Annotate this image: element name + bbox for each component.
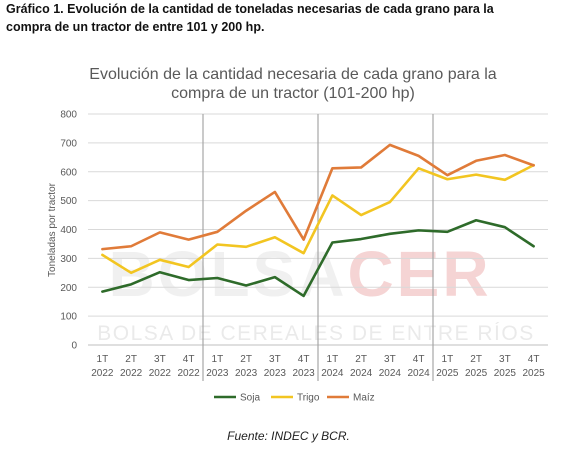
x-tick-quarter-label: 4T [528, 354, 540, 365]
x-tick-quarter-label: 3T [269, 354, 281, 365]
x-axis: 1T 2022 2T 2022 3T 2022 4T 2022 1T 2023 2T 2023 3T 20… [91, 354, 545, 379]
series-line-soja [101, 218, 535, 298]
series-lines [101, 143, 535, 298]
x-tick-year-label: 2023 [206, 368, 229, 379]
x-tick-year-label: 2025 [465, 368, 488, 379]
x-tick-year-label: 2025 [494, 368, 517, 379]
y-tick-label: 300 [60, 254, 77, 265]
y-tick-label: 500 [60, 196, 77, 207]
x-tick-year-label: 2022 [178, 368, 201, 379]
legend: Soja Trigo Maíz [214, 393, 375, 404]
y-axis-label: Toneladas por tractor [47, 182, 58, 277]
y-tick-label: 100 [60, 312, 77, 323]
x-tick-quarter-label: 4T [413, 354, 425, 365]
x-tick-quarter-label: 3T [384, 354, 396, 365]
watermark-subtitle: BOLSA DE CEREALES DE ENTRE RÍOS [97, 322, 534, 345]
chart-title-line-1: Evolución de la cantidad necesaria de ca… [89, 66, 496, 83]
x-tick-quarter-label: 2T [470, 354, 482, 365]
x-tick-year-label: 2024 [379, 368, 402, 379]
caption-line-1: Gráfico 1. Evolución de la cantidad de t… [6, 2, 494, 16]
y-tick-label: 800 [60, 110, 77, 121]
x-tick-quarter-label: 3T [154, 354, 166, 365]
x-tick-year-label: 2023 [293, 368, 316, 379]
x-tick-year-label: 2025 [436, 368, 459, 379]
series-line-maíz [101, 143, 535, 251]
x-tick-quarter-label: 2T [125, 354, 137, 365]
line-chart: BOLSACER BOLSA DE CEREALES DE ENTRE RÍOS… [47, 66, 548, 404]
x-tick-year-label: 2024 [321, 368, 344, 379]
x-tick-year-label: 2024 [408, 368, 431, 379]
x-tick-year-label: 2022 [149, 368, 172, 379]
legend-label: Trigo [297, 393, 320, 404]
x-tick-quarter-label: 2T [240, 354, 252, 365]
x-tick-quarter-label: 1T [97, 354, 109, 365]
y-axis: 0 100 200 300 400 500 600 700 800 [60, 110, 77, 352]
x-tick-quarter-label: 4T [298, 354, 310, 365]
y-tick-label: 200 [60, 283, 77, 294]
chart-title-line-2: compra de un tractor (101-200 hp) [171, 85, 415, 102]
x-tick-quarter-label: 4T [183, 354, 195, 365]
legend-label: Maíz [353, 393, 375, 404]
x-tick-year-label: 2024 [350, 368, 373, 379]
y-tick-label: 700 [60, 138, 77, 149]
x-tick-year-label: 2022 [120, 368, 143, 379]
x-tick-quarter-label: 3T [499, 354, 511, 365]
series-line-trigo [101, 163, 535, 275]
figure-caption: Gráfico 1. Evolución de la cantidad de t… [6, 0, 576, 36]
source-note: Fuente: INDEC y BCR. [227, 429, 350, 443]
x-tick-year-label: 2025 [523, 368, 546, 379]
y-tick-label: 0 [71, 341, 77, 352]
legend-label: Soja [240, 393, 260, 404]
caption-line-2: compra de un tractor de entre 101 y 200 … [6, 20, 265, 34]
year-separators [202, 114, 434, 381]
y-tick-label: 400 [60, 225, 77, 236]
x-tick-quarter-label: 1T [442, 354, 454, 365]
x-tick-quarter-label: 2T [355, 354, 367, 365]
x-tick-quarter-label: 1T [327, 354, 339, 365]
x-tick-year-label: 2023 [264, 368, 287, 379]
x-tick-quarter-label: 1T [212, 354, 224, 365]
x-tick-year-label: 2023 [235, 368, 258, 379]
y-tick-label: 600 [60, 167, 77, 178]
x-tick-year-label: 2022 [91, 368, 114, 379]
